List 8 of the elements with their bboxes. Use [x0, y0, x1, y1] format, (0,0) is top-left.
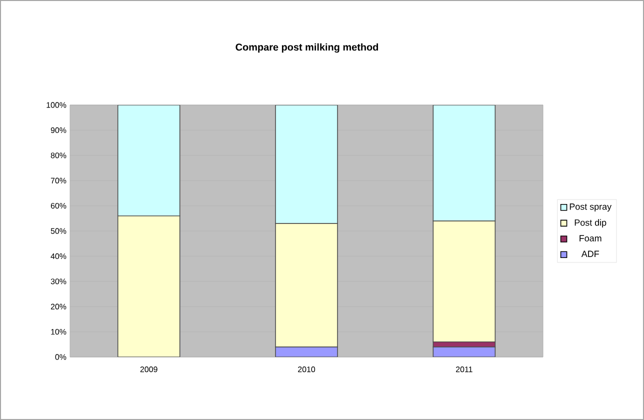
chart-title: Compare post milking method: [236, 43, 378, 53]
legend-label: ADF: [581, 250, 599, 257]
bar: [275, 223, 338, 348]
bar: [117, 215, 180, 357]
legend-label: Foam: [580, 235, 602, 242]
bar: [432, 220, 496, 342]
legend-label: Post dip: [574, 219, 606, 228]
legend-label: Post spray: [570, 204, 612, 212]
